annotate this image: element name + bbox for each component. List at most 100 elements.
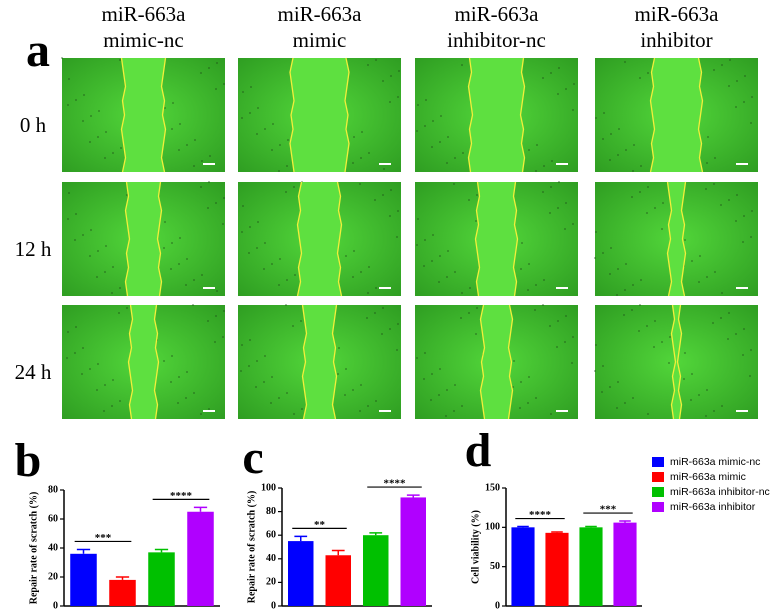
wound-area: [480, 305, 513, 419]
cell-dot: [207, 207, 209, 209]
error-bar: [619, 520, 631, 523]
cell-dot: [82, 120, 84, 122]
cell-dot: [264, 128, 266, 130]
cell-dot: [706, 162, 708, 164]
y-tick-label: 0: [271, 600, 276, 611]
y-tick-label: 80: [48, 484, 58, 495]
cell-dot: [111, 292, 113, 294]
panel-label: c: [242, 431, 263, 484]
cell-dot: [565, 315, 567, 317]
cell-dot: [271, 149, 273, 151]
cell-dot: [118, 312, 120, 314]
cell-dot: [397, 96, 399, 98]
cell-dot: [439, 368, 441, 370]
cell-dot: [550, 72, 552, 74]
cell-dot: [610, 247, 612, 249]
wound-edge: [519, 57, 526, 173]
wound-edge: [680, 181, 687, 297]
cell-dot: [397, 210, 399, 212]
cell-dot: [89, 368, 91, 370]
panel-label: d: [465, 424, 492, 477]
cell-dot: [193, 392, 195, 394]
wound-area: [475, 182, 518, 296]
cell-dot: [646, 325, 648, 327]
cell-dot: [543, 279, 545, 281]
cell-dot: [610, 133, 612, 135]
cell-dot: [103, 410, 105, 412]
cell-dot: [223, 197, 225, 199]
cell-dot: [519, 407, 521, 409]
cell-dot: [248, 365, 250, 367]
bar: [545, 532, 569, 606]
cell-dot: [201, 160, 203, 162]
cell-dot: [242, 91, 244, 93]
cell-dot: [653, 346, 655, 348]
cell-dot: [683, 378, 685, 380]
cell-dot: [381, 333, 383, 335]
wound-edge: [124, 181, 131, 297]
wound-edge: [697, 57, 704, 173]
cell-dot: [572, 109, 574, 111]
cell-dot: [352, 389, 354, 391]
wound-edge: [666, 181, 673, 297]
cell-dot: [705, 415, 707, 417]
cell-dot: [105, 245, 107, 247]
cell-dot: [668, 362, 670, 364]
cell-dot: [549, 212, 551, 214]
column-header: inhibitor-nc: [447, 28, 546, 52]
y-tick-label: 0: [53, 600, 58, 611]
column-header: mimic-nc: [103, 28, 183, 52]
cell-dot: [633, 144, 635, 146]
cell-dot: [222, 336, 224, 338]
y-axis-label: Repair rate of scratch (%): [28, 492, 39, 605]
cell-dot: [624, 61, 626, 63]
error-bar: [585, 525, 597, 528]
cell-dot: [706, 276, 708, 278]
cell-dot: [200, 72, 202, 74]
cell-dot: [97, 136, 99, 138]
legend-label: miR-663a inhibitor-nc: [670, 486, 770, 498]
cell-dot: [468, 312, 470, 314]
cell-dot: [353, 250, 355, 252]
cell-dot: [271, 376, 273, 378]
cell-dot: [543, 165, 545, 167]
cell-dot: [743, 328, 745, 330]
wound-edge: [649, 57, 656, 173]
cell-dot: [618, 128, 620, 130]
cell-dot: [90, 115, 92, 117]
cell-dot: [178, 376, 180, 378]
cell-dot: [416, 130, 418, 132]
row-label: 12 h: [15, 237, 52, 261]
cell-dot: [432, 120, 434, 122]
cell-dot: [382, 80, 384, 82]
cell-dot: [172, 102, 174, 104]
cell-dot: [396, 349, 398, 351]
cell-dot: [698, 394, 700, 396]
bar: [325, 555, 351, 606]
error-bar: [331, 549, 345, 556]
cell-dot: [382, 194, 384, 196]
cell-dot: [750, 349, 752, 351]
cell-dot: [390, 75, 392, 77]
cell-dot: [446, 389, 448, 391]
cell-dot: [171, 242, 173, 244]
cell-dot: [714, 157, 716, 159]
y-tick-label: 20: [266, 577, 276, 588]
cell-dot: [285, 304, 287, 306]
cell-dot: [750, 122, 752, 124]
cell-dot: [417, 104, 419, 106]
cell-dot: [736, 194, 738, 196]
cell-dot: [438, 394, 440, 396]
cell-dot: [104, 384, 106, 386]
cell-dot: [68, 78, 70, 80]
cell-dot: [654, 320, 656, 322]
cell-dot: [263, 381, 265, 383]
cell-dot: [572, 223, 574, 225]
cell-dot: [287, 139, 289, 141]
cell-dot: [250, 86, 252, 88]
cell-dot: [521, 242, 523, 244]
cell-dot: [257, 107, 259, 109]
cell-dot: [528, 263, 530, 265]
cell-dot: [67, 104, 69, 106]
cell-dot: [601, 391, 603, 393]
